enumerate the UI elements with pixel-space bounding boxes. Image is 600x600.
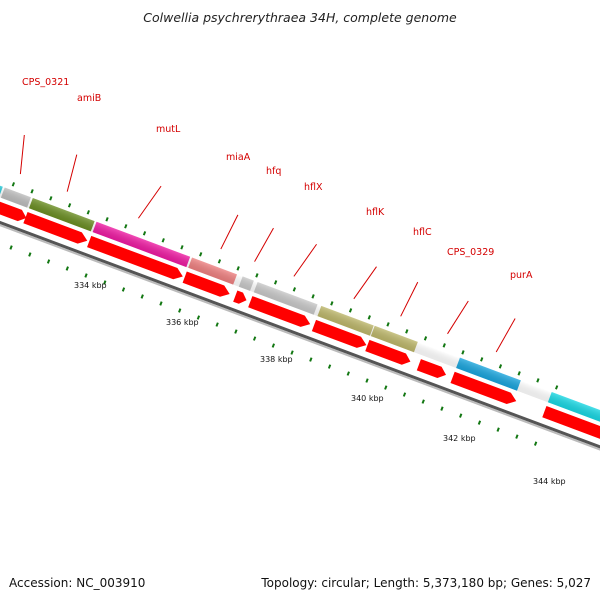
scale-label: 336 kbp <box>166 318 199 327</box>
scale-label: 340 kbp <box>351 394 384 403</box>
cds-arrow[interactable] <box>450 371 518 407</box>
scale-label: 338 kbp <box>260 355 293 364</box>
cds-arrow[interactable] <box>542 406 600 445</box>
cds-arrow[interactable] <box>0 197 28 223</box>
cds-arrow[interactable] <box>87 235 185 282</box>
gene-label[interactable]: hflX <box>304 182 323 193</box>
gene-label[interactable]: purA <box>510 270 533 281</box>
genome-backbone <box>0 195 600 481</box>
genome-stats: Topology: circular; Length: 5,373,180 bp… <box>260 576 591 590</box>
cds-arrow[interactable] <box>365 339 412 367</box>
gene-track <box>0 182 600 427</box>
scale-label: 334 kbp <box>74 281 107 290</box>
gene-label[interactable]: hflK <box>366 207 385 218</box>
gene-label[interactable]: mutL <box>156 124 181 135</box>
cds-track <box>0 197 600 445</box>
gene-label[interactable]: hfq <box>266 166 281 177</box>
scale-label: 342 kbp <box>443 434 476 443</box>
cds-arrow[interactable] <box>311 319 369 351</box>
scale-labels: 334 kbp 336 kbp 338 kbp 340 kbp 342 kbp … <box>74 281 566 486</box>
gene-label[interactable]: miaA <box>226 152 251 163</box>
cds-arrow[interactable] <box>416 359 448 380</box>
gene-label[interactable]: CPS_0329 <box>447 247 494 258</box>
gene-label-texts: CPS_0321 amiB mutL miaA hfq hflX hflK hf… <box>22 77 533 281</box>
gene-label[interactable]: CPS_0321 <box>22 77 69 88</box>
cds-arrow[interactable] <box>182 271 232 300</box>
gene-label[interactable]: amiB <box>77 93 101 104</box>
scale-label: 344 kbp <box>533 477 566 486</box>
cds-arrow[interactable] <box>233 290 248 305</box>
gene-label[interactable]: hflC <box>413 227 432 238</box>
map-title: Colwellia psychrerythraea 34H, complete … <box>143 10 457 25</box>
gene-labels <box>19 134 516 353</box>
cds-arrow[interactable] <box>248 296 312 330</box>
accession-label: Accession: NC_003910 <box>9 576 145 590</box>
tick-marks <box>9 182 559 446</box>
cds-arrow[interactable] <box>23 212 89 246</box>
